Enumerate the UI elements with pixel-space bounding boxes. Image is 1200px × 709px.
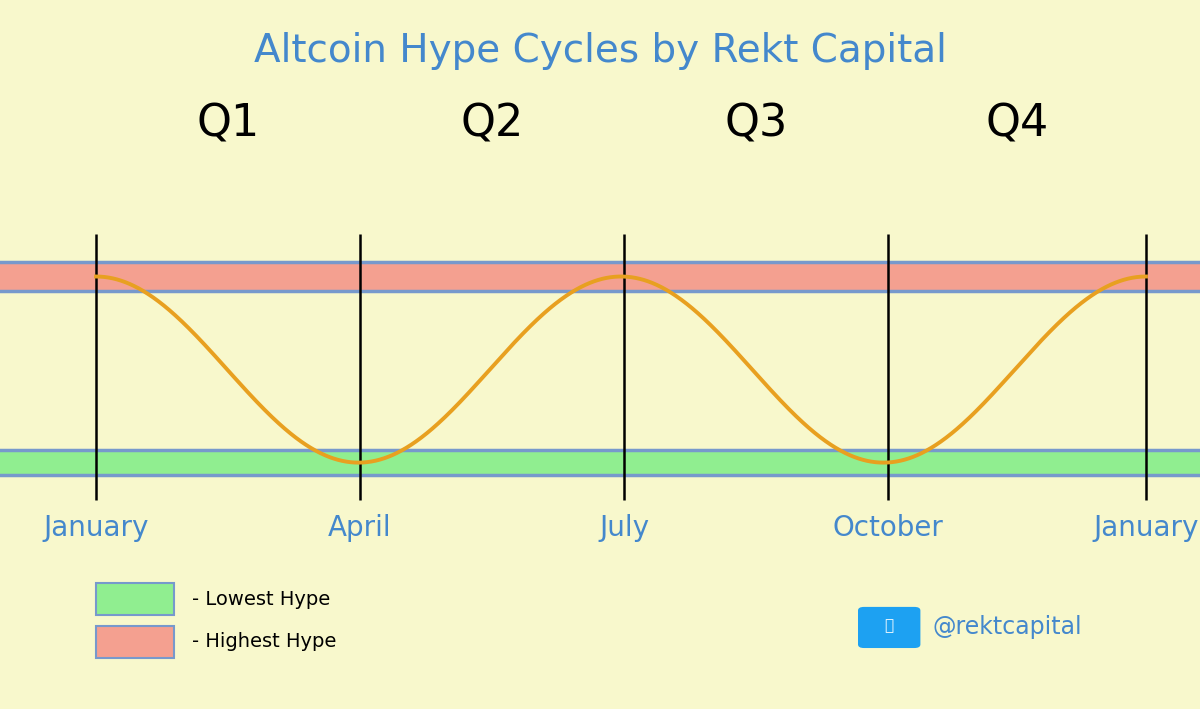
Text: 🐦: 🐦 [884, 618, 894, 634]
FancyBboxPatch shape [96, 625, 174, 658]
Text: Q3: Q3 [725, 103, 787, 145]
Text: - Lowest Hype: - Lowest Hype [192, 590, 330, 608]
Text: January: January [43, 514, 149, 542]
Text: October: October [833, 514, 943, 542]
Text: April: April [328, 514, 392, 542]
Text: July: July [599, 514, 649, 542]
Text: Altcoin Hype Cycles by Rekt Capital: Altcoin Hype Cycles by Rekt Capital [253, 32, 947, 70]
Text: Q2: Q2 [461, 103, 523, 145]
FancyBboxPatch shape [96, 583, 174, 615]
Text: @rektcapital: @rektcapital [932, 615, 1082, 640]
Text: Q4: Q4 [985, 103, 1049, 145]
Text: - Highest Hype: - Highest Hype [192, 632, 336, 651]
Text: January: January [1093, 514, 1199, 542]
Text: Q1: Q1 [197, 103, 259, 145]
FancyBboxPatch shape [858, 607, 920, 648]
